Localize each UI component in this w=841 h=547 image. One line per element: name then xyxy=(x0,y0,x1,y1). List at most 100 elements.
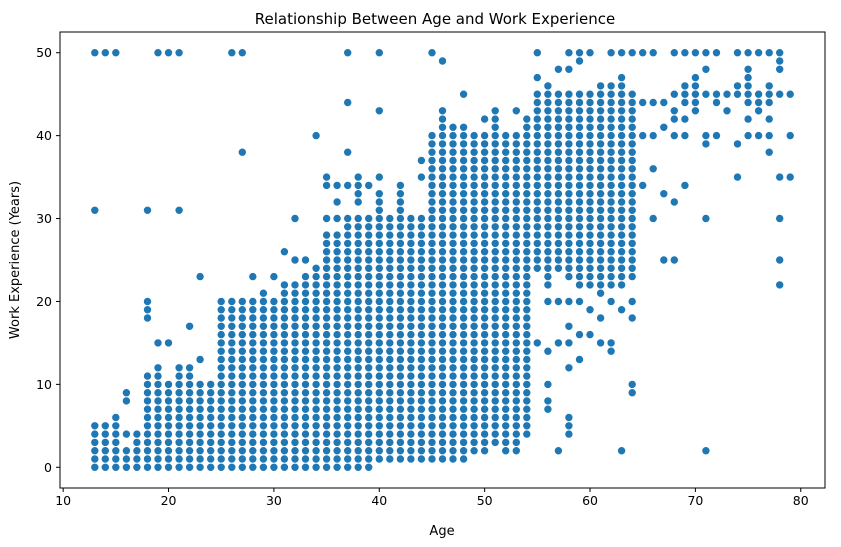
data-point xyxy=(459,371,468,381)
data-point xyxy=(606,272,616,281)
data-point xyxy=(469,388,479,398)
data-point xyxy=(143,305,152,315)
data-point xyxy=(153,454,163,464)
data-point xyxy=(417,263,426,273)
data-point xyxy=(248,438,258,447)
data-point xyxy=(585,164,595,174)
data-point xyxy=(248,363,258,373)
data-point xyxy=(396,288,405,298)
data-point xyxy=(775,255,785,265)
data-point xyxy=(322,255,331,265)
data-point xyxy=(195,462,205,472)
data-point xyxy=(448,147,458,157)
data-point xyxy=(101,48,110,58)
data-point xyxy=(185,321,194,331)
data-point xyxy=(248,413,258,422)
data-point xyxy=(501,147,511,157)
data-point xyxy=(364,338,374,348)
data-point xyxy=(606,81,616,91)
data-point xyxy=(554,239,563,248)
data-point xyxy=(417,380,426,389)
data-point xyxy=(490,413,500,422)
data-point xyxy=(301,321,310,331)
data-point xyxy=(480,438,489,447)
data-point xyxy=(490,404,500,414)
data-point xyxy=(427,313,437,323)
data-point xyxy=(143,404,152,414)
data-point xyxy=(469,197,479,207)
data-point xyxy=(448,131,458,140)
data-point xyxy=(364,313,374,323)
data-point xyxy=(417,156,426,165)
data-point xyxy=(627,89,637,99)
data-point xyxy=(259,388,268,398)
data-point xyxy=(564,239,574,248)
data-point xyxy=(143,438,152,447)
data-point xyxy=(511,371,521,381)
data-point xyxy=(417,321,426,331)
data-point xyxy=(575,114,584,124)
data-point xyxy=(438,380,447,389)
data-point xyxy=(396,388,405,398)
data-point xyxy=(606,114,616,124)
data-point xyxy=(627,189,637,198)
data-point xyxy=(216,454,226,464)
data-point xyxy=(385,363,395,373)
data-point xyxy=(311,396,321,406)
data-point xyxy=(575,355,584,364)
data-point xyxy=(564,156,574,165)
data-point xyxy=(480,288,489,298)
data-point xyxy=(511,346,521,356)
data-point xyxy=(501,346,511,356)
data-point xyxy=(490,313,500,323)
data-point xyxy=(448,247,458,256)
y-tick-label: 30 xyxy=(36,211,52,226)
data-point xyxy=(101,454,110,464)
data-point xyxy=(448,139,458,149)
data-point xyxy=(469,338,479,348)
data-point xyxy=(280,421,289,431)
data-point xyxy=(438,396,447,406)
data-point xyxy=(238,446,247,456)
data-point xyxy=(438,363,447,373)
data-point xyxy=(364,239,374,248)
data-point xyxy=(111,454,121,464)
data-point xyxy=(554,106,563,116)
data-point xyxy=(554,189,563,198)
data-point xyxy=(385,404,395,414)
points-layer xyxy=(90,48,795,472)
data-point xyxy=(427,421,437,431)
data-point xyxy=(438,230,447,240)
data-point xyxy=(290,388,300,398)
data-point xyxy=(343,181,353,190)
data-point xyxy=(290,280,300,290)
data-point xyxy=(501,396,511,406)
data-point xyxy=(301,330,310,339)
data-point xyxy=(490,388,500,398)
data-point xyxy=(374,106,384,116)
data-point xyxy=(290,462,300,472)
data-point xyxy=(701,446,711,456)
data-point xyxy=(596,280,605,290)
data-point xyxy=(280,288,289,298)
data-point xyxy=(511,197,521,207)
data-point xyxy=(406,272,416,281)
x-tick-label: 50 xyxy=(477,493,493,508)
data-point xyxy=(343,421,353,431)
data-point xyxy=(490,147,500,157)
data-point xyxy=(269,371,279,381)
data-point xyxy=(406,355,416,364)
data-point xyxy=(143,297,152,306)
data-point xyxy=(206,380,215,389)
data-point xyxy=(480,239,489,248)
data-point xyxy=(638,48,648,58)
data-point xyxy=(543,156,553,165)
data-point xyxy=(259,413,268,422)
data-point xyxy=(280,280,289,290)
data-point xyxy=(733,89,742,99)
x-tick-label: 10 xyxy=(55,493,71,508)
data-point xyxy=(417,371,426,381)
data-point xyxy=(259,421,268,431)
data-point xyxy=(259,363,268,373)
data-point xyxy=(691,81,700,91)
